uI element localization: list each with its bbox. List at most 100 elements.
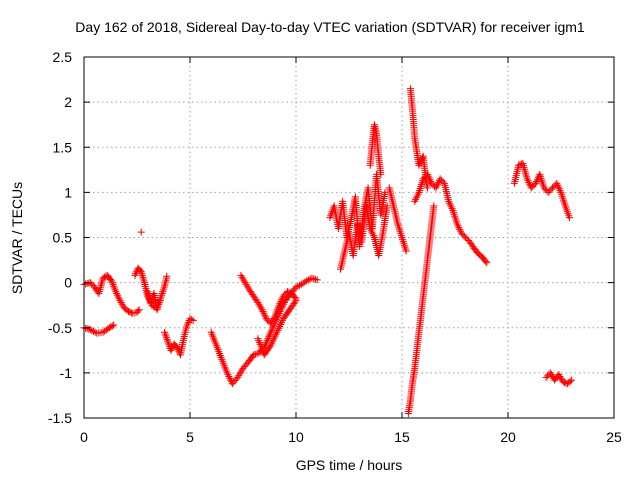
data-point	[522, 171, 530, 179]
data-point	[415, 161, 423, 169]
data-point	[432, 184, 440, 192]
data-point	[265, 333, 273, 341]
data-point	[238, 273, 246, 281]
data-point	[556, 372, 564, 380]
data-point	[308, 274, 316, 282]
data-point	[223, 369, 231, 377]
data-point	[368, 228, 376, 236]
data-point	[242, 280, 250, 288]
x-tick-label: 15	[394, 429, 410, 445]
data-point	[240, 277, 248, 285]
data-point	[90, 327, 98, 335]
data-point	[394, 222, 402, 230]
data-point	[259, 308, 267, 316]
data-point	[414, 190, 422, 198]
data-point	[483, 259, 491, 267]
data-point	[454, 222, 462, 230]
data-point	[523, 175, 531, 183]
data-point	[445, 197, 453, 205]
data-point	[235, 372, 243, 380]
data-point	[154, 304, 162, 312]
data-point	[113, 291, 121, 299]
data-point	[134, 307, 142, 315]
data-point	[553, 179, 561, 187]
data-point	[367, 226, 375, 234]
data-point	[439, 178, 447, 186]
data-point	[234, 373, 242, 381]
data-point	[262, 338, 270, 346]
data-point	[434, 180, 442, 188]
data-point	[383, 202, 391, 210]
data-point	[159, 288, 167, 296]
data-point	[447, 203, 455, 211]
data-point	[140, 277, 148, 285]
data-point	[164, 339, 172, 347]
data-point	[301, 278, 309, 286]
data-point	[162, 334, 170, 342]
data-point	[366, 224, 374, 232]
data-point	[311, 275, 319, 283]
data-point	[163, 272, 171, 280]
data-point	[554, 183, 562, 191]
data-point	[402, 247, 410, 255]
data-point	[521, 167, 529, 175]
data-point	[278, 296, 286, 304]
data-point	[153, 306, 161, 314]
x-axis-title: GPS time / hours	[296, 457, 403, 473]
data-point	[270, 314, 278, 322]
data-point	[110, 282, 118, 290]
data-point	[555, 371, 563, 379]
x-tick-label: 0	[80, 429, 88, 445]
data-point	[554, 181, 562, 189]
data-point	[396, 228, 404, 236]
data-point	[521, 169, 529, 177]
data-point	[396, 226, 404, 234]
data-point	[168, 345, 176, 353]
data-point	[275, 301, 283, 309]
data-point	[163, 335, 171, 343]
data-point	[173, 344, 181, 352]
data-point	[451, 212, 459, 220]
data-point	[299, 279, 307, 287]
data-point	[565, 214, 573, 222]
data-point	[155, 298, 163, 306]
data-point	[413, 192, 421, 200]
data-point	[417, 183, 425, 191]
data-point	[184, 320, 192, 328]
data-point	[451, 214, 459, 222]
data-point	[157, 293, 165, 301]
data-point	[243, 282, 251, 290]
data-point	[303, 277, 311, 285]
data-point	[97, 280, 105, 288]
data-point	[426, 176, 434, 184]
data-point	[412, 194, 420, 202]
data-point	[109, 280, 117, 288]
data-point	[183, 322, 191, 330]
data-point	[416, 160, 424, 168]
data-point	[370, 232, 378, 240]
data-point	[430, 202, 438, 210]
x-tick-label: 25	[606, 429, 622, 445]
data-point	[188, 316, 196, 324]
data-point	[158, 291, 166, 299]
data-point	[136, 267, 144, 275]
data-point	[546, 369, 554, 377]
data-point	[557, 374, 565, 382]
data-point	[524, 177, 532, 185]
data-point	[135, 306, 143, 314]
y-tick-label: 0	[64, 275, 72, 291]
data-point	[292, 297, 300, 305]
data-point	[224, 371, 232, 379]
data-point	[167, 346, 175, 354]
data-point	[138, 271, 146, 279]
data-point	[108, 277, 116, 285]
data-point	[156, 297, 164, 305]
data-point	[412, 196, 420, 204]
y-tick-label: -1	[60, 365, 73, 381]
data-point	[519, 161, 527, 169]
y-tick-label: -0.5	[48, 320, 72, 336]
data-point	[276, 299, 284, 307]
data-point	[241, 279, 249, 287]
data-point	[397, 232, 405, 240]
